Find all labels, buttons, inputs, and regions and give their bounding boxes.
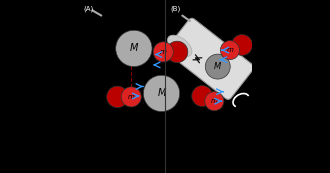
Text: M: M bbox=[157, 88, 166, 98]
Circle shape bbox=[205, 54, 230, 79]
Text: M: M bbox=[214, 62, 221, 71]
Circle shape bbox=[232, 35, 252, 55]
Circle shape bbox=[116, 30, 152, 67]
Ellipse shape bbox=[168, 35, 192, 57]
Circle shape bbox=[220, 41, 239, 60]
Circle shape bbox=[121, 87, 141, 107]
Text: m: m bbox=[211, 98, 218, 104]
Text: M: M bbox=[130, 43, 138, 53]
Circle shape bbox=[192, 86, 213, 106]
Text: m: m bbox=[226, 47, 233, 53]
Text: (B): (B) bbox=[170, 5, 181, 12]
FancyBboxPatch shape bbox=[166, 18, 254, 99]
Text: (A): (A) bbox=[84, 5, 94, 12]
Circle shape bbox=[107, 86, 128, 108]
Text: m: m bbox=[128, 94, 135, 100]
Circle shape bbox=[153, 42, 173, 62]
Text: m: m bbox=[160, 49, 167, 55]
Circle shape bbox=[143, 75, 180, 112]
Circle shape bbox=[166, 41, 188, 63]
Circle shape bbox=[205, 92, 224, 111]
